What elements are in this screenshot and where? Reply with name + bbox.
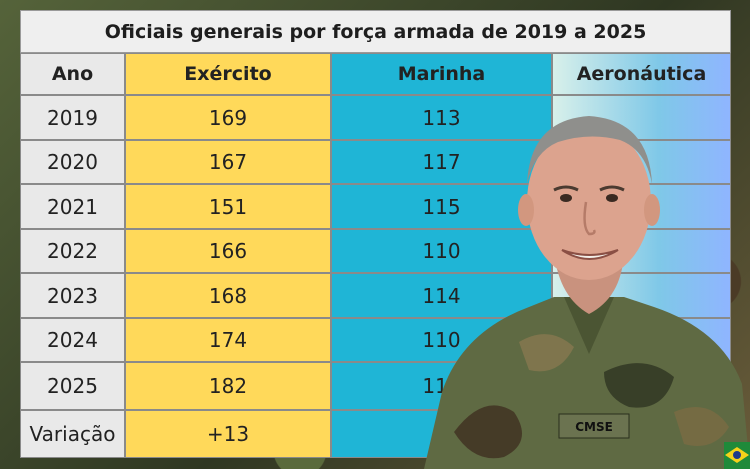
cell-ano: 2022 [20, 229, 125, 273]
cell-ano: 2023 [20, 273, 125, 318]
cell-ano: 2020 [20, 140, 125, 184]
cell-exercito: 169 [125, 95, 331, 140]
data-table: Oficiais generais por força armada de 20… [20, 10, 731, 458]
cell-ano: 2025 [20, 362, 125, 410]
cell-exercito: 167 [125, 140, 331, 184]
cell-exercito: 168 [125, 273, 331, 318]
cell-exercito: 151 [125, 184, 331, 229]
cell-marinha: 115 [331, 184, 552, 229]
header-aeronautica: Aeronáutica [552, 53, 731, 95]
header-ano: Ano [20, 53, 125, 95]
uniform-name-tag: CMSE [575, 420, 613, 434]
cell-ano: 2019 [20, 95, 125, 140]
header-marinha: Marinha [331, 53, 552, 95]
cell-exercito: 182 [125, 362, 331, 410]
cell-ano: 2024 [20, 318, 125, 362]
table-title: Oficiais generais por força armada de 20… [20, 10, 731, 53]
cell-ano: Variação [20, 410, 125, 458]
cell-exercito: 174 [125, 318, 331, 362]
cell-exercito: +13 [125, 410, 331, 458]
general-portrait: CMSE [424, 116, 750, 469]
cell-marinha: 113 [331, 95, 552, 140]
cell-marinha: 110 [331, 229, 552, 273]
header-exercito: Exército [125, 53, 331, 95]
cell-exercito: 166 [125, 229, 331, 273]
cell-marinha: 117 [331, 140, 552, 184]
cell-marinha: 114 [331, 273, 552, 318]
cell-ano: 2021 [20, 184, 125, 229]
